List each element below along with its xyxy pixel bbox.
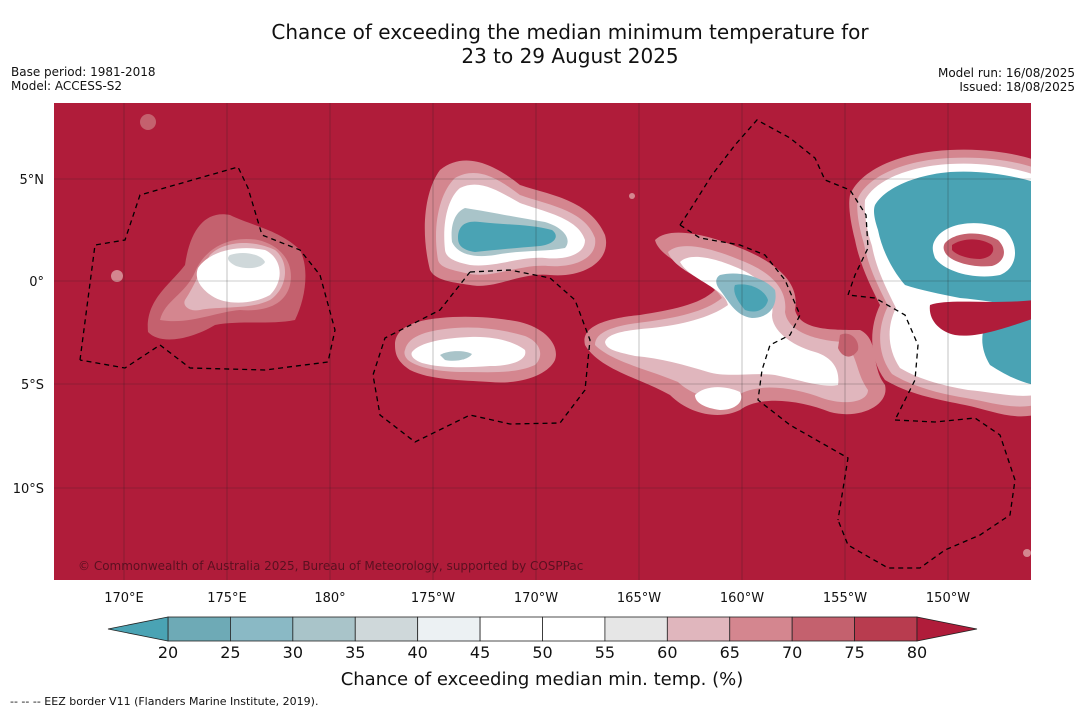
colorbar-tick-label: 50 bbox=[532, 643, 552, 662]
anomaly-region-175w-north bbox=[424, 160, 607, 286]
anomaly-region-175w-south bbox=[395, 316, 556, 383]
small-anomaly-dot bbox=[1023, 549, 1031, 557]
eez-footnote: -- -- -- EEZ border V11 (Flanders Marine… bbox=[10, 695, 319, 708]
colorbar-segment bbox=[479, 616, 543, 642]
lon-tick-label: 155°W bbox=[823, 591, 867, 606]
anomaly-region-175e bbox=[147, 214, 306, 340]
colorbar-segment bbox=[167, 616, 231, 642]
lon-tick-label: 175°E bbox=[207, 591, 247, 606]
anomaly-region-160w bbox=[584, 232, 886, 415]
contour-fields bbox=[111, 114, 1031, 557]
lat-tick-label: 10°S bbox=[13, 482, 44, 497]
colorbar-segment bbox=[666, 616, 731, 642]
colorbar-segments bbox=[167, 616, 918, 642]
colorbar-tick-label: 20 bbox=[158, 643, 178, 662]
colorbar-tick-labels: 20 25 30 35 40 45 50 55 60 65 70 75 80 bbox=[158, 643, 927, 662]
meta-right: Model run: 16/08/2025 Issued: 18/08/2025 bbox=[938, 66, 1075, 94]
colorbar: 20 25 30 35 40 45 50 55 60 65 70 75 80 Chance of exc… bbox=[107, 616, 978, 690]
eez-borders bbox=[79, 119, 1016, 569]
lat-tick-label: 0° bbox=[29, 275, 44, 290]
anomaly-region-150w bbox=[838, 149, 1031, 417]
colorbar-tick-label: 30 bbox=[283, 643, 303, 662]
small-anomaly-dot bbox=[111, 270, 123, 282]
lon-tick-label: 170°E bbox=[104, 591, 144, 606]
small-anomaly-dot bbox=[140, 114, 156, 130]
lat-tick-labels: 5°N 0° 5°S 10°S bbox=[13, 173, 44, 497]
lon-tick-label: 150°W bbox=[926, 591, 970, 606]
colorbar-segment bbox=[542, 616, 606, 642]
colorbar-segment bbox=[854, 616, 918, 642]
colorbar-title: Chance of exceeding median min. temp. (%… bbox=[341, 669, 744, 690]
base-period: Base period: 1981-2018 bbox=[11, 65, 156, 79]
gridlines bbox=[54, 103, 1031, 580]
copyright-text: © Commonwealth of Australia 2025, Bureau… bbox=[78, 559, 583, 573]
colorbar-segment bbox=[791, 616, 855, 642]
meta-left: Base period: 1981-2018 Model: ACCESS-S2 bbox=[11, 65, 156, 93]
colorbar-tick-label: 70 bbox=[782, 643, 802, 662]
colorbar-tick-label: 65 bbox=[720, 643, 740, 662]
chart-title: Chance of exceeding the median minimum t… bbox=[0, 20, 1085, 68]
colorbar-tick-label: 40 bbox=[407, 643, 427, 662]
colorbar-segment bbox=[230, 616, 294, 642]
lon-tick-labels: 170°E 175°E 180° 175°W 170°W 165°W 160°W… bbox=[104, 591, 970, 606]
colorbar-tick-label: 55 bbox=[595, 643, 615, 662]
colorbar-segment bbox=[292, 616, 356, 642]
issued-date: Issued: 18/08/2025 bbox=[959, 80, 1075, 94]
lon-tick-label: 165°W bbox=[617, 591, 661, 606]
colorbar-tick-label: 80 bbox=[907, 643, 927, 662]
colorbar-tick-label: 25 bbox=[220, 643, 240, 662]
colorbar-tick-label: 60 bbox=[657, 643, 677, 662]
colorbar-extend-high bbox=[916, 616, 978, 642]
colorbar-segment bbox=[604, 616, 668, 642]
lon-tick-label: 170°W bbox=[514, 591, 558, 606]
title-line-2: 23 to 29 August 2025 bbox=[461, 44, 679, 68]
colorbar-tick-label: 45 bbox=[470, 643, 490, 662]
title-line-1: Chance of exceeding the median minimum t… bbox=[271, 20, 869, 44]
lon-tick-label: 160°W bbox=[720, 591, 764, 606]
colorbar-segment bbox=[417, 616, 481, 642]
model-name: Model: ACCESS-S2 bbox=[11, 79, 123, 93]
colorbar-segment bbox=[729, 616, 793, 642]
lon-tick-label: 180° bbox=[314, 591, 345, 606]
colorbar-extend-low bbox=[107, 616, 169, 642]
colorbar-tick-label: 35 bbox=[345, 643, 365, 662]
lat-tick-label: 5°N bbox=[20, 173, 45, 188]
lat-tick-label: 5°S bbox=[21, 378, 44, 393]
colorbar-tick-label: 75 bbox=[844, 643, 864, 662]
colorbar-segment bbox=[354, 616, 419, 642]
model-run: Model run: 16/08/2025 bbox=[937, 66, 1075, 80]
small-anomaly-dot bbox=[629, 193, 635, 199]
lon-tick-label: 175°W bbox=[411, 591, 455, 606]
